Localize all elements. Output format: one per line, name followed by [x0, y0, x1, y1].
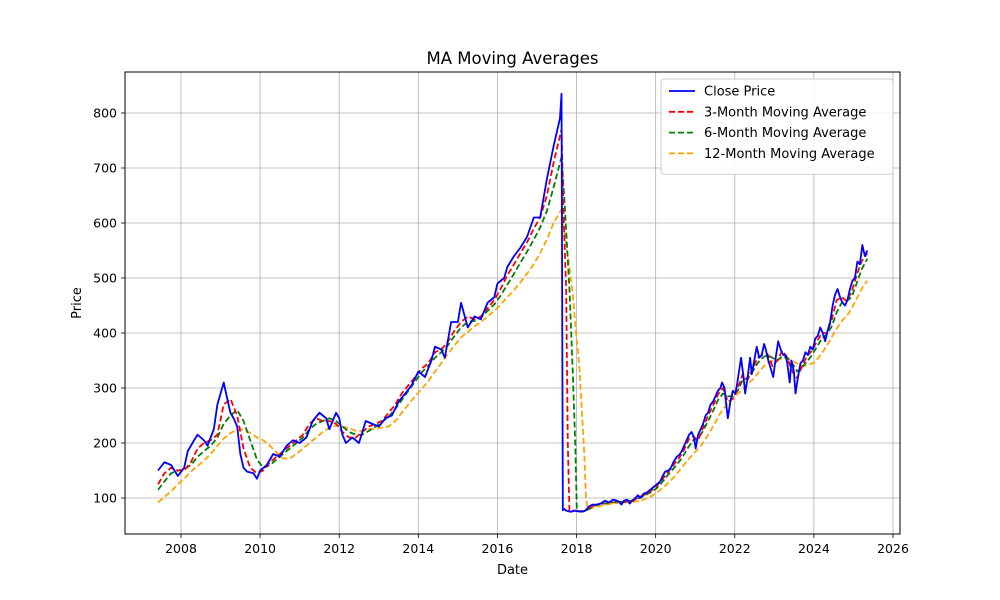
legend: Close Price 3-Month Moving Average 6-Month… [660, 78, 894, 175]
x-tick-label: 2026 [877, 541, 909, 556]
legend-box [660, 78, 894, 175]
x-tick-label: 2024 [798, 541, 830, 556]
x-tick-label: 2016 [482, 541, 514, 556]
y-tick-label: 100 [93, 491, 117, 506]
y-axis: 100 200 300 400 500 600 700 800 [93, 106, 125, 506]
x-tick-label: 2010 [244, 541, 276, 556]
x-tick-label: 2020 [640, 541, 672, 556]
legend-label: 6-Month Moving Average [704, 126, 866, 141]
x-tick-label: 2008 [165, 541, 197, 556]
legend-label: 12-Month Moving Average [704, 147, 875, 162]
y-tick-label: 500 [93, 271, 117, 286]
x-tick-label: 2012 [323, 541, 355, 556]
y-tick-label: 200 [93, 436, 117, 451]
series-line-3 [157, 156, 869, 513]
x-axis: 2008 2010 2012 2014 2016 2018 2020 2022 2024 2026 [165, 534, 909, 556]
x-tick-label: 2014 [402, 541, 434, 556]
x-tick-label: 2022 [719, 541, 751, 556]
y-tick-label: 700 [93, 161, 117, 176]
y-tick-label: 300 [93, 381, 117, 396]
y-tick-label: 400 [93, 326, 117, 341]
y-tick-label: 800 [93, 106, 117, 121]
legend-label: Close Price [704, 85, 775, 100]
plot-frame [124, 71, 901, 535]
chart-title: MA Moving Averages [427, 49, 599, 68]
series-line-1 [157, 92, 869, 513]
x-tick-label: 2018 [561, 541, 593, 556]
legend-label: 3-Month Moving Average [704, 105, 866, 120]
x-axis-label: Date [497, 563, 528, 578]
series-layer [157, 92, 869, 513]
y-tick-label: 600 [93, 216, 117, 231]
y-axis-label: Price [70, 287, 85, 319]
